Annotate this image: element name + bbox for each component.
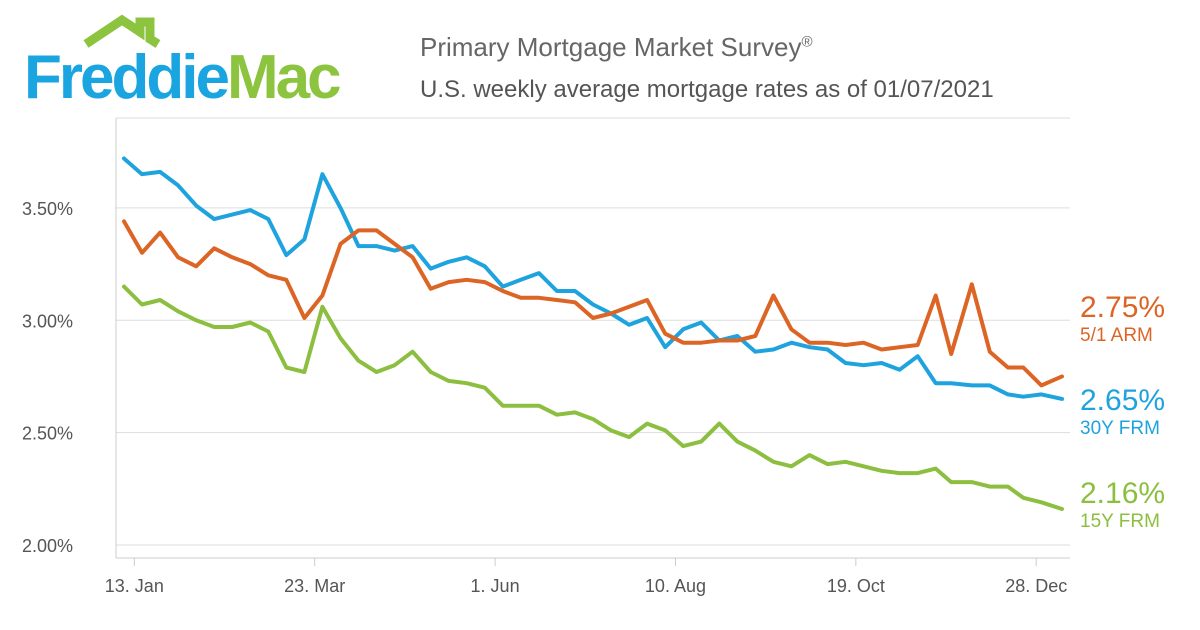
end-name-frm15: 15Y FRM bbox=[1080, 511, 1160, 532]
end-name-frm30: 30Y FRM bbox=[1080, 418, 1160, 439]
series-line-5-1-arm bbox=[122, 219, 1064, 388]
registered-mark: ® bbox=[801, 33, 813, 51]
end-name-arm51: 5/1 ARM bbox=[1080, 325, 1153, 346]
page-subtitle: U.S. weekly average mortgage rates as of… bbox=[420, 76, 994, 103]
freddie-mac-logo: FreddieMac bbox=[24, 14, 343, 110]
x-tick-label: 19. Oct bbox=[827, 576, 885, 596]
x-tick-label: 1. Jun bbox=[471, 576, 520, 596]
y-tick-label: 3.50% bbox=[22, 199, 73, 219]
page-title: Primary Mortgage Market Survey® bbox=[420, 32, 813, 63]
end-label-frm15: 2.16% 15Y FRM bbox=[1080, 478, 1165, 534]
y-tick-label: 2.00% bbox=[22, 536, 73, 556]
x-tick-label: 13. Jan bbox=[105, 576, 164, 596]
y-tick-label: 3.00% bbox=[22, 311, 73, 331]
title-text: Primary Mortgage Market Survey bbox=[420, 32, 802, 62]
logo-wordmark: FreddieMac bbox=[24, 43, 340, 110]
end-label-arm51: 2.75% 5/1 ARM bbox=[1080, 292, 1165, 348]
x-tick-label: 10. Aug bbox=[645, 576, 706, 596]
house-roof-icon bbox=[83, 14, 161, 48]
end-label-frm30: 2.65% 30Y FRM bbox=[1080, 385, 1165, 441]
series-line-30y-frm bbox=[122, 156, 1064, 401]
x-tick-label: 23. Mar bbox=[284, 576, 345, 596]
x-tick-label: 28. Dec bbox=[1005, 576, 1067, 596]
end-value-arm51: 2.75% bbox=[1080, 291, 1166, 324]
end-value-frm30: 2.65% bbox=[1080, 384, 1166, 417]
y-tick-label: 2.50% bbox=[22, 424, 73, 444]
series-line-15y-frm bbox=[122, 284, 1064, 511]
end-value-frm15: 2.16% bbox=[1080, 477, 1166, 510]
